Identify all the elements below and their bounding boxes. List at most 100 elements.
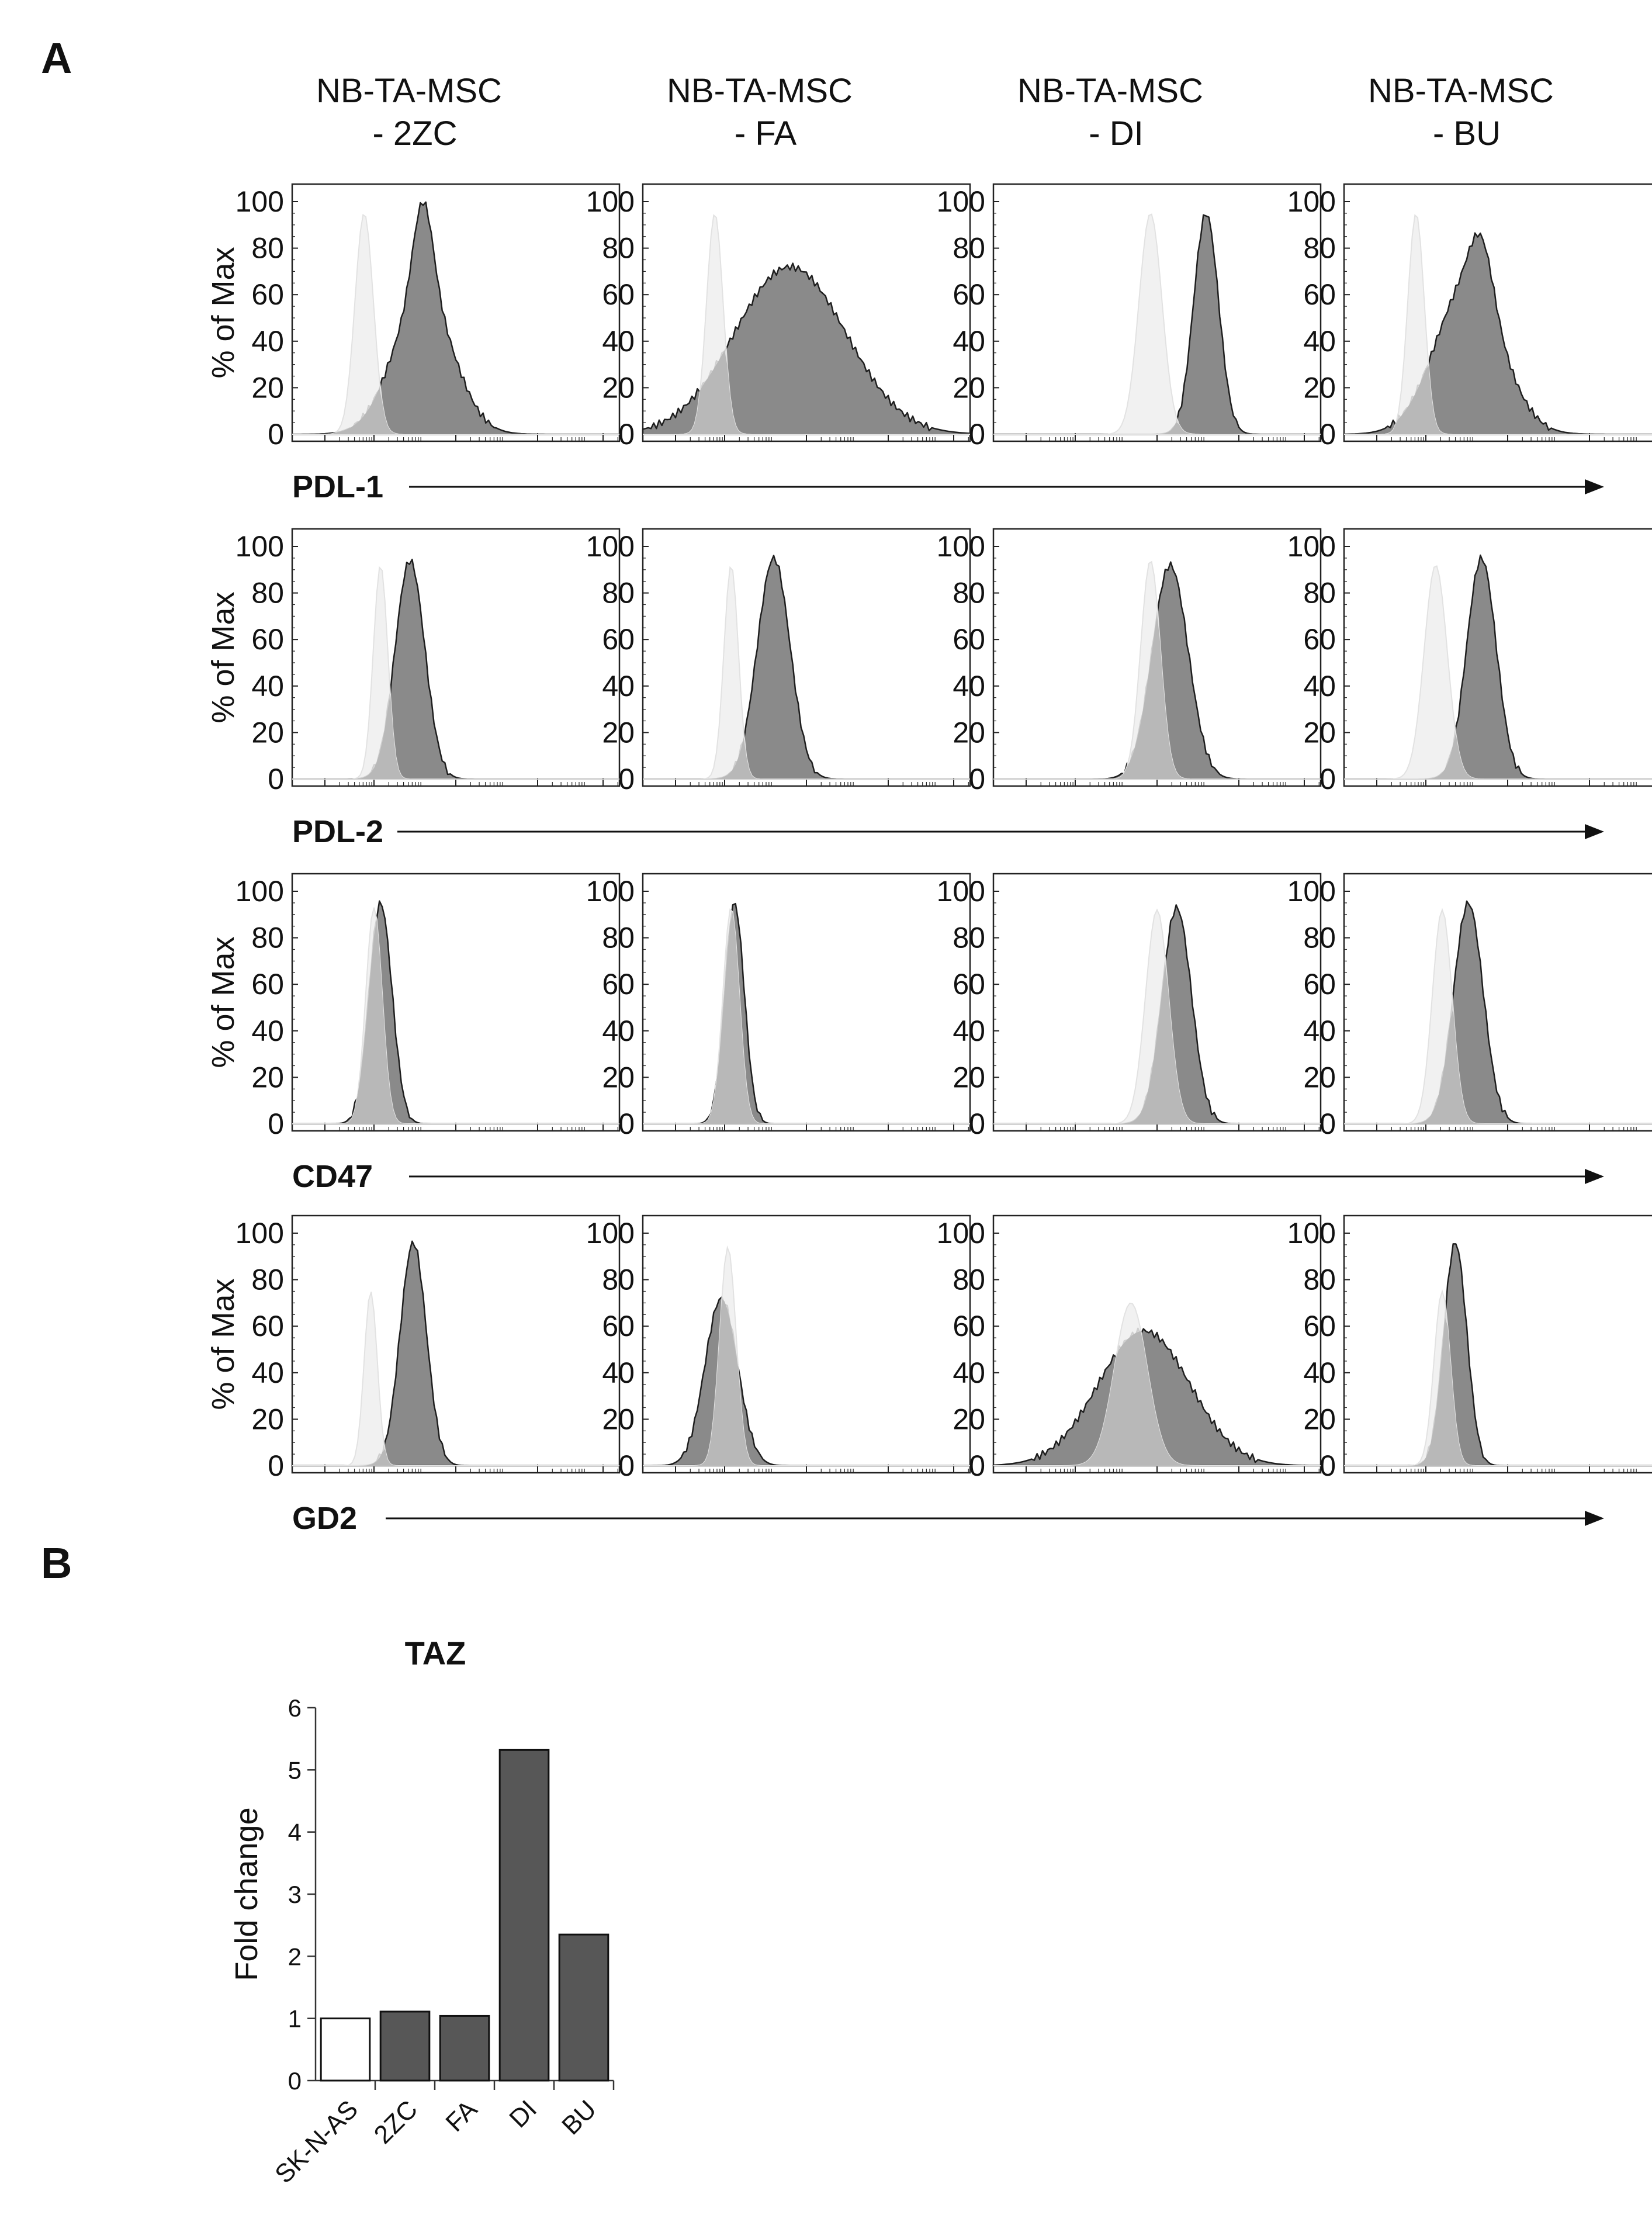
y-tick-label: 20 [251, 1061, 284, 1093]
y-tick-label: 20 [1303, 716, 1336, 749]
column-title-line1: NB-TA-MSC [667, 72, 853, 110]
histogram-panel: 100 80 60 40 20 0 [586, 873, 971, 1140]
taz-bar-chart: TAZ Fold change 0 1 2 3 4 5 6 SK-N-AS 2ZC FA DI BU [229, 1635, 615, 2189]
y-tick-label: 20 [953, 371, 985, 404]
y-tick-label: 40 [1303, 325, 1336, 358]
y-tick-label: 60 [602, 968, 635, 1001]
y-tick-label: 40 [1303, 670, 1336, 702]
plot-frame [291, 873, 621, 1132]
y-tick-label: 20 [953, 1061, 985, 1093]
histogram-panel: 100 80 60 40 20 0 [937, 873, 1322, 1140]
y-tick-label: 80 [953, 1264, 985, 1296]
y-tick-label: 20 [602, 371, 635, 404]
overlap-region [643, 350, 970, 434]
y-axis-label: % of Max [206, 591, 241, 723]
y-tick-label: 20 [602, 716, 635, 749]
y-tick-label: 40 [251, 325, 284, 358]
y-tick-label: 40 [251, 670, 284, 702]
isotype-control-histogram [292, 1292, 619, 1466]
y-tick-label: 40 [953, 325, 985, 358]
y-tick-label: 0 [618, 1449, 635, 1482]
y-tick-label: 20 [602, 1061, 635, 1093]
y-tick-label: 80 [1303, 232, 1336, 265]
isotype-control-histogram [643, 566, 970, 780]
y-tick-label: 80 [251, 577, 284, 610]
y-tick-label: 80 [953, 232, 985, 265]
plot-frame [1343, 1214, 1652, 1474]
histogram-panel: 100 80 60 40 20 0 [1287, 528, 1652, 795]
plot-frame [642, 873, 971, 1132]
y-tick-label: 0 [969, 1449, 985, 1482]
y-tick-label: 80 [602, 922, 635, 954]
y-tick-label: 60 [953, 1310, 985, 1342]
y-tick-label: 60 [602, 1310, 635, 1342]
y-tick-label: 60 [953, 968, 985, 1001]
y-tick-label: 40 [1303, 1015, 1336, 1047]
y-tick-label: 80 [953, 577, 985, 610]
y-tick-label: 20 [602, 1403, 635, 1435]
bar-fa [439, 2015, 490, 2082]
y-tick-label: 80 [602, 1264, 635, 1296]
histogram-panel: 100 80 60 40 20 0 [1287, 183, 1652, 451]
y-tick-label: 100 [586, 875, 635, 908]
x-tick-label: DI [504, 2095, 542, 2133]
y-tick-label: 40 [953, 1015, 985, 1047]
isotype-control-histogram [1344, 908, 1652, 1124]
bar-2zc [379, 2010, 431, 2082]
overlap-region [1344, 366, 1652, 434]
histogram-panel: 100 80 60 40 20 0 [235, 528, 621, 795]
y-tick-label: 60 [251, 278, 284, 311]
plot-frame [642, 1214, 971, 1474]
bar-bu [558, 1933, 609, 2082]
histogram-panel: 100 80 60 40 20 0 [235, 1214, 621, 1482]
overlap-region [993, 964, 1321, 1124]
y-tick-label: 20 [251, 716, 284, 749]
panel-label-b: B [41, 1539, 72, 1587]
y-tick-label: 80 [602, 232, 635, 265]
y-tick-label: 0 [618, 418, 635, 451]
y-tick-label: 100 [937, 875, 985, 908]
y-tick-label: 40 [602, 1015, 635, 1047]
column-title-line1: NB-TA-MSC [1017, 72, 1203, 110]
column-title-line2: - DI [1089, 115, 1143, 153]
y-tick-label: 100 [235, 875, 284, 908]
y-tick-label: 40 [953, 670, 985, 702]
overlap-region [292, 919, 619, 1124]
plot-frame [291, 1214, 621, 1474]
y-tick-label: 60 [251, 623, 284, 656]
y-tick-label: 3 [288, 1881, 302, 1908]
y-tick-label: 100 [235, 530, 284, 563]
y-tick-label: 80 [251, 922, 284, 954]
y-tick-label: 100 [937, 530, 985, 563]
bar-di [498, 1749, 550, 2082]
y-tick-label: 80 [1303, 922, 1336, 954]
histogram-panel: 100 80 60 40 20 0 [937, 528, 1322, 795]
y-tick-label: 80 [251, 232, 284, 265]
y-tick-label: 40 [602, 325, 635, 358]
isotype-control-histogram [1344, 565, 1652, 780]
y-tick-label: 100 [586, 530, 635, 563]
y-tick-label: 5 [288, 1756, 302, 1784]
y-tick-label: 1 [288, 2005, 302, 2033]
y-tick-label: 0 [1319, 763, 1336, 795]
plot-frame [642, 528, 971, 787]
y-tick-label: 60 [953, 278, 985, 311]
marker-label: CD47 [292, 1159, 373, 1194]
isotype-control-histogram [1344, 1289, 1652, 1466]
y-tick-label: 100 [586, 1217, 635, 1250]
x-tick-label: BU [556, 2095, 602, 2140]
marker-label: PDL-1 [292, 469, 383, 504]
column-title-line2: - FA [735, 115, 797, 153]
histogram-panel: 100 80 60 40 20 0 [235, 873, 621, 1140]
plot-frame [291, 528, 621, 787]
y-tick-label: 4 [288, 1819, 302, 1846]
column-title-line1: NB-TA-MSC [1368, 72, 1554, 110]
y-tick-label: 0 [618, 763, 635, 795]
panel-label-a: A [41, 34, 72, 82]
y-tick-label: 60 [1303, 278, 1336, 311]
column-title-line2: - 2ZC [373, 115, 458, 153]
y-tick-label: 0 [268, 418, 284, 451]
overlap-region [643, 912, 970, 1124]
stained-histogram [992, 1327, 1322, 1467]
y-tick-label: 20 [1303, 371, 1336, 404]
